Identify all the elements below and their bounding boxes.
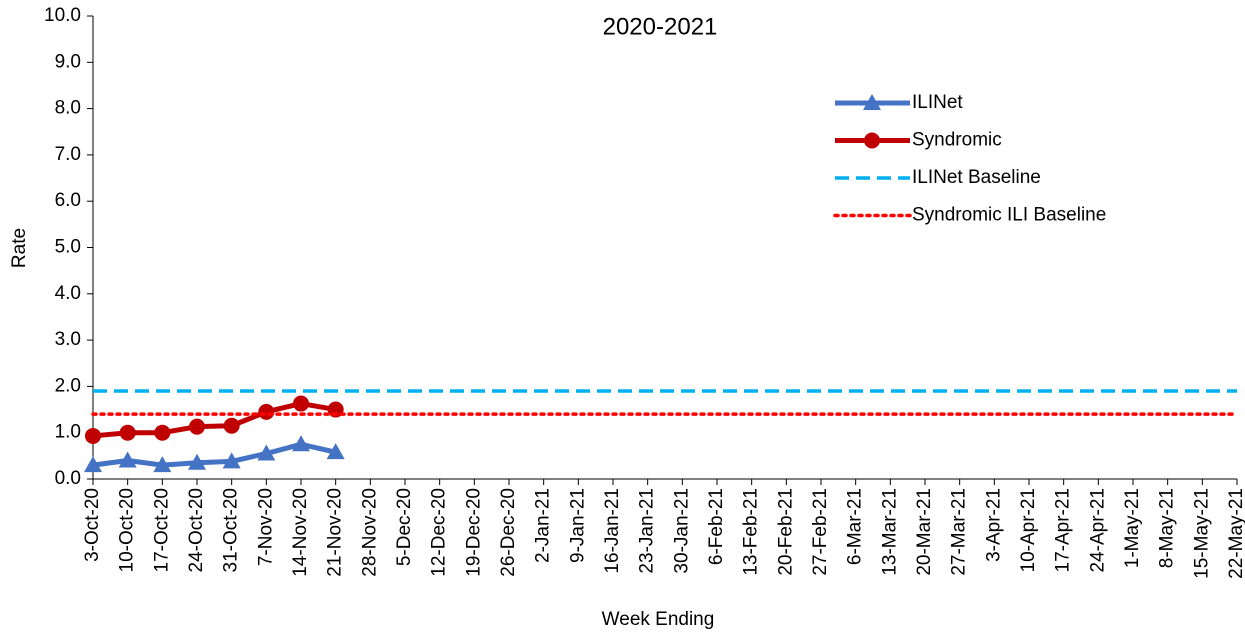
x-tick-label: 16-Jan-21 (602, 488, 623, 574)
marker (222, 452, 241, 469)
x-tick-label: 27-Feb-21 (810, 488, 831, 576)
x-tick-label: 6-Feb-21 (706, 488, 727, 565)
marker (292, 435, 310, 452)
x-tick-label: 23-Jan-21 (637, 488, 658, 574)
x-tick-label: 15-May-21 (1191, 488, 1212, 579)
marker (85, 427, 101, 444)
x-tick-label: 3-Apr-21 (983, 488, 1004, 562)
x-tick-label: 8-May-21 (1157, 488, 1178, 568)
legend-label: ILINet Baseline (912, 167, 1041, 188)
marker (863, 94, 881, 110)
x-tick-label: 20-Feb-21 (775, 488, 796, 576)
x-tick-label: 12-Dec-20 (429, 488, 450, 577)
x-tick-label: 9-Jan-21 (567, 488, 588, 563)
x-tick-label: 19-Dec-20 (463, 488, 484, 577)
marker (223, 417, 240, 434)
legend-label: Syndromic (912, 130, 1002, 151)
marker (326, 443, 345, 460)
legend-label: Syndromic ILI Baseline (912, 205, 1106, 226)
x-tick-label: 20-Mar-21 (914, 488, 935, 576)
marker (258, 403, 275, 420)
marker (84, 456, 102, 473)
x-tick-label: 7-Nov-20 (255, 488, 276, 566)
x-tick-label: 21-Nov-20 (325, 488, 346, 577)
marker (189, 418, 205, 435)
y-tick-label: 0.0 (55, 468, 81, 489)
x-tick-label: 13-Feb-21 (741, 488, 762, 576)
y-tick-label: 2.0 (55, 375, 81, 396)
x-tick-label: 31-Oct-20 (221, 488, 242, 572)
y-tick-label: 4.0 (55, 283, 81, 304)
x-tick-label: 30-Jan-21 (671, 488, 692, 574)
x-tick-label: 22-May-21 (1226, 488, 1245, 579)
y-tick-label: 8.0 (55, 98, 81, 119)
y-tick-label: 9.0 (55, 51, 81, 72)
x-tick-label: 2-Jan-21 (533, 488, 554, 563)
x-tick-label: 17-Apr-21 (1053, 488, 1074, 573)
x-tick-label: 28-Nov-20 (359, 488, 380, 577)
y-axis-label: Rate (9, 228, 30, 268)
x-tick-label: 6-Mar-21 (845, 488, 866, 565)
y-tick-label: 7.0 (55, 144, 81, 165)
marker (864, 132, 880, 149)
x-axis-label: Week Ending (602, 609, 715, 630)
x-tick-label: 5-Dec-20 (394, 488, 415, 566)
marker (119, 424, 136, 441)
marker (293, 395, 309, 412)
y-tick-label: 1.0 (55, 422, 81, 443)
marker (118, 451, 137, 468)
x-tick-label: 27-Mar-21 (949, 488, 970, 576)
x-tick-label: 10-Oct-20 (117, 488, 138, 572)
y-tick-label: 3.0 (55, 329, 81, 350)
x-tick-label: 26-Dec-20 (498, 488, 519, 577)
y-tick-label: 6.0 (55, 190, 81, 211)
chart-title: 2020-2021 (603, 13, 718, 40)
x-tick-label: 13-Mar-21 (879, 488, 900, 576)
marker (153, 456, 172, 473)
x-tick-label: 24-Oct-20 (186, 488, 207, 572)
x-tick-label: 1-May-21 (1122, 488, 1143, 568)
legend-label: ILINet (912, 92, 963, 113)
marker (154, 424, 171, 441)
x-tick-label: 10-Apr-21 (1018, 488, 1039, 573)
x-tick-label: 17-Oct-20 (151, 488, 172, 572)
y-tick-label: 10.0 (44, 5, 81, 26)
x-tick-label: 14-Nov-20 (290, 488, 311, 577)
y-tick-label: 5.0 (55, 237, 81, 258)
x-tick-label: 24-Apr-21 (1087, 488, 1108, 573)
x-tick-label: 3-Oct-20 (82, 488, 103, 562)
marker (188, 453, 206, 470)
marker (257, 444, 276, 461)
